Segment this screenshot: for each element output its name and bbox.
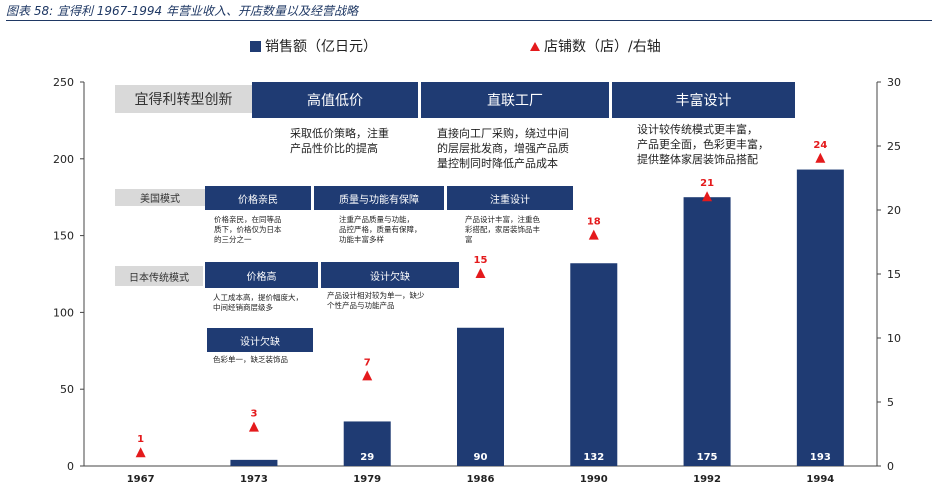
x-tick-label: 1973: [240, 474, 268, 485]
y-tick-left-label: 50: [60, 383, 74, 396]
y-tick-right-label: 15: [887, 268, 901, 281]
y-tick-right-label: 10: [887, 332, 901, 345]
store-marker: [248, 421, 259, 432]
store-marker: [362, 370, 373, 381]
store-label: 15: [474, 255, 488, 266]
bar-label: 29: [360, 452, 374, 463]
strategy-banner-3: 丰富设计: [612, 82, 795, 118]
strategy-banner-2: 直联工厂: [421, 82, 609, 118]
japan-desc-1: 人工成本高，提价幅度大， 中间经销商层级多: [213, 293, 303, 312]
us-banner-2: 质量与功能有保障: [314, 186, 444, 210]
title-rule: [6, 20, 932, 21]
x-tick-label: 1986: [467, 474, 495, 485]
us-banner-1: 价格亲民: [205, 186, 311, 210]
bar-label: 132: [583, 452, 604, 463]
strategy-desc-2: 直接向工厂采购，绕过中间 的层层批发商，增强产品质 量控制同时降低产品成本: [437, 127, 569, 170]
store-label: 18: [587, 217, 601, 228]
us-desc-3: 产品设计丰富，注重色 彩搭配，家居装饰品丰 富: [465, 215, 540, 244]
y-tick-left-label: 200: [53, 153, 74, 166]
store-marker: [588, 229, 599, 240]
y-tick-left-label: 0: [67, 460, 74, 473]
bar-label: 90: [474, 452, 488, 463]
us-model-tag: 美国模式: [115, 189, 205, 206]
y-tick-right-label: 20: [887, 204, 901, 217]
store-label: 24: [813, 140, 827, 151]
legend-item-stores: 店铺数（店）/右轴: [530, 36, 661, 56]
store-marker: [475, 268, 486, 278]
store-label: 7: [364, 357, 371, 368]
y-tick-left-label: 150: [53, 230, 74, 243]
y-tick-right-label: 25: [887, 140, 901, 153]
japan-banner-2: 设计欠缺: [321, 262, 459, 288]
legend-label-sales: 销售额（亿日元）: [265, 39, 377, 55]
bar: [457, 327, 504, 466]
legend-bar-swatch: [250, 40, 261, 52]
japan-banner-1: 价格高: [205, 262, 318, 288]
x-tick-label: 1979: [353, 474, 381, 485]
bar: [683, 197, 731, 466]
bar-label: 175: [697, 452, 718, 463]
legend-item-sales: 销售额（亿日元）: [250, 36, 377, 56]
y-tick-right-label: 30: [887, 76, 901, 89]
us-desc-2: 注重产品质量与功能， 品控严格，质量有保障， 功能丰富多样: [339, 215, 422, 244]
japan-model-tag: 日本传统模式: [115, 266, 203, 286]
legend: 销售额（亿日元） 店铺数（店）/右轴: [0, 36, 938, 58]
store-marker: [702, 191, 713, 202]
store-label: 1: [137, 434, 144, 445]
legend-label-stores: 店铺数（店）/右轴: [544, 39, 661, 55]
japan-banner-3: 设计欠缺: [207, 328, 313, 352]
store-marker: [135, 447, 146, 458]
strategy-desc-3: 设计较传统模式更丰富， 产品更全面，色彩更丰富， 提供整体家居装饰品搭配: [637, 123, 769, 166]
legend-triangle-icon: [530, 41, 540, 51]
y-tick-left-label: 100: [53, 306, 74, 319]
strategy-banner-1: 高值低价: [252, 82, 418, 118]
us-banner-3: 注重设计: [447, 186, 573, 210]
store-label: 3: [250, 409, 257, 420]
x-tick-label: 1967: [127, 474, 155, 485]
bar: [230, 459, 278, 466]
japan-desc-3: 色彩单一，缺乏装饰品: [213, 355, 288, 364]
japan-desc-2: 产品设计相对较为单一，缺少 个性产品与功能产品: [327, 291, 425, 310]
us-desc-1: 价格亲民，在同等品 质下，价格仅为日本 的三分之一: [214, 215, 282, 244]
y-tick-left-label: 250: [53, 76, 74, 89]
bar: [570, 263, 618, 466]
x-tick-label: 1990: [580, 474, 608, 485]
store-marker: [815, 152, 826, 163]
y-tick-right-label: 0: [887, 460, 894, 473]
y-tick-right-label: 5: [887, 396, 894, 409]
bar-label: 193: [810, 452, 831, 463]
store-label: 21: [700, 178, 714, 189]
figure-title: 图表 58: 宜得利 1967-1994 年营业收入、开店数量以及经营战略: [6, 4, 358, 18]
bar: [343, 421, 391, 466]
strategy-desc-1: 采取低价策略，注重 产品性价比的提高: [290, 127, 389, 155]
x-tick-label: 1994: [806, 474, 834, 485]
x-tick-label: 1992: [693, 474, 721, 485]
transform-tag: 宜得利转型创新: [115, 85, 252, 113]
bar: [796, 169, 844, 466]
